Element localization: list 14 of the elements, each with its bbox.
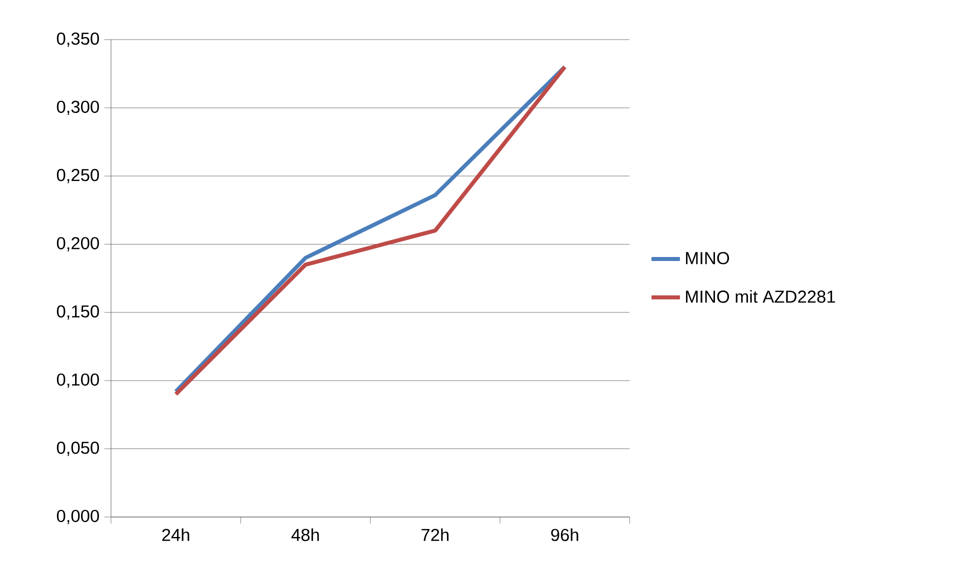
x-tick-label: 72h <box>422 528 448 541</box>
y-tick-label: 0,000 <box>56 510 99 524</box>
y-tick-label: 0,050 <box>56 442 99 456</box>
y-tick-label: 0,100 <box>56 373 99 388</box>
y-tick-label: 0,350 <box>56 32 99 47</box>
legend-label: MINO mit AZD2281 <box>686 290 835 303</box>
y-tick-label: 0,250 <box>56 168 99 184</box>
x-tick-label: 24h <box>162 528 190 541</box>
y-tick-label: 0,200 <box>56 237 99 252</box>
y-tick-label: 0,150 <box>56 305 99 320</box>
x-tick-label: 96h <box>551 528 578 542</box>
x-tick-label: 48h <box>291 528 319 542</box>
legend-label: MINO <box>686 252 730 264</box>
y-tick-label: 0,300 <box>56 100 99 116</box>
